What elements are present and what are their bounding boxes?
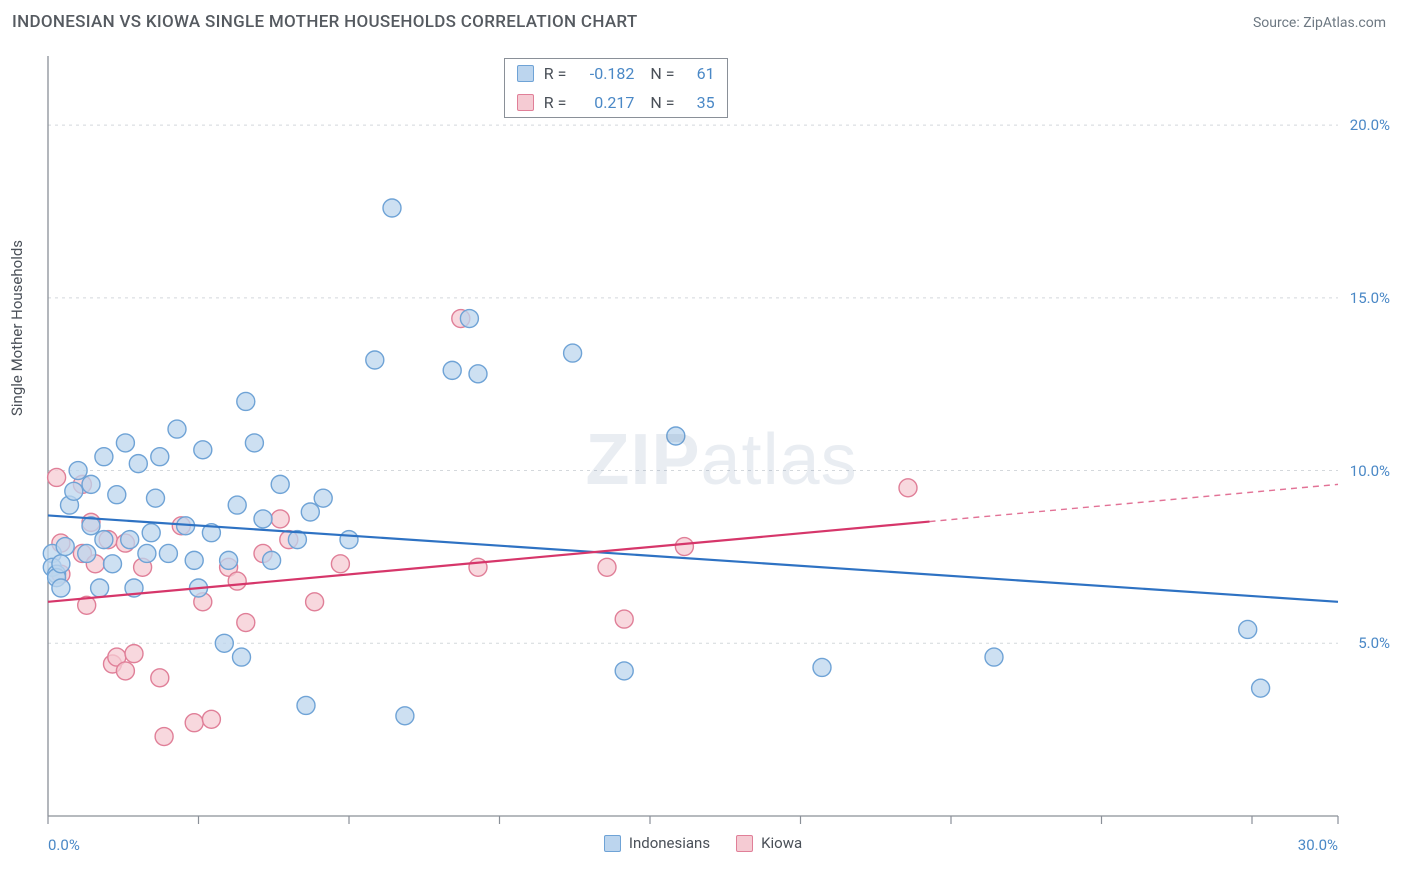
chart-title: INDONESIAN VS KIOWA SINGLE MOTHER HOUSEH… [12,12,638,32]
chart-container: Single Mother Households ZIPatlas R =-0.… [12,46,1394,876]
chart-header: INDONESIAN VS KIOWA SINGLE MOTHER HOUSEH… [0,0,1406,38]
y-axis-label: Single Mother Households [8,240,26,416]
legend-item: Kiowa [736,834,802,852]
stat-row: R = -0.182 N = 61 [505,59,727,88]
stat-R-label: R = [544,93,567,112]
stat-R-value: -0.182 [576,64,634,83]
legend-swatch [604,835,621,852]
x-tick-label: 30.0% [1298,836,1338,854]
stat-swatch [517,65,534,82]
stat-N-value: 61 [685,64,715,83]
source-prefix: Source: [1253,15,1303,31]
stat-N-label: N = [650,93,674,112]
stat-R-value: 0.217 [576,93,634,112]
source-attribution: Source: ZipAtlas.com [1253,15,1386,31]
stat-N-label: N = [650,64,674,83]
stat-swatch [517,94,534,111]
stat-row: R = 0.217 N = 35 [505,88,727,117]
stat-R-label: R = [544,64,567,83]
scatter-plot [12,46,1394,838]
y-tick-label: 5.0% [1358,634,1390,652]
legend: Indonesians Kiowa [12,834,1394,852]
y-tick-label: 20.0% [1350,116,1390,134]
stat-N-value: 35 [685,93,715,112]
legend-label: Kiowa [761,834,802,852]
source-name: ZipAtlas.com [1303,15,1386,31]
y-tick-label: 15.0% [1350,289,1390,307]
legend-item: Indonesians [604,834,710,852]
legend-label: Indonesians [629,834,710,852]
correlation-stats-box: R = -0.182 N = 61 R = 0.217 N = 35 [504,58,728,118]
legend-swatch [736,835,753,852]
y-tick-label: 10.0% [1350,462,1390,480]
x-tick-label: 0.0% [48,836,80,854]
